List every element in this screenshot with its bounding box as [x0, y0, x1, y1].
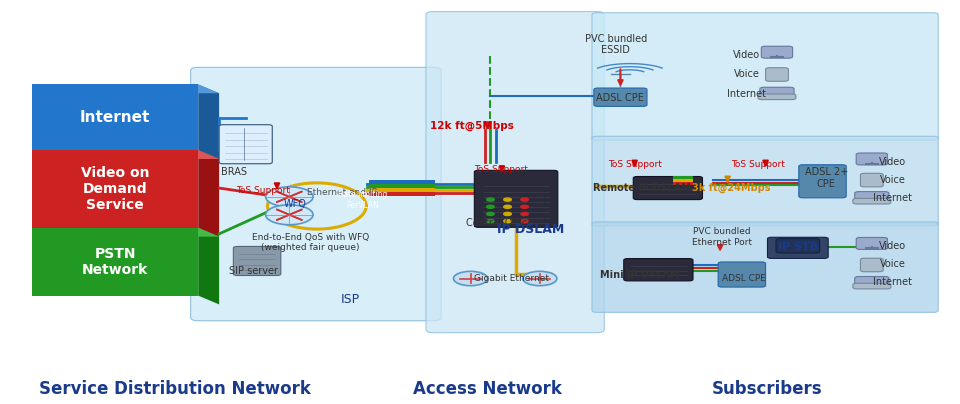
Text: Video: Video — [879, 241, 906, 251]
Text: BRAS: BRAS — [222, 167, 248, 177]
Text: Subscribers: Subscribers — [712, 380, 823, 398]
Circle shape — [266, 187, 313, 207]
Bar — [369, 180, 436, 184]
Text: Remote IP DSLAM: Remote IP DSLAM — [593, 183, 691, 193]
FancyBboxPatch shape — [191, 67, 442, 321]
Text: Mini IP DSLAM: Mini IP DSLAM — [600, 269, 679, 280]
Circle shape — [521, 198, 528, 201]
Text: ADSL 2+
CPE: ADSL 2+ CPE — [804, 167, 848, 189]
Bar — [673, 176, 693, 179]
Circle shape — [453, 271, 488, 286]
Text: Video: Video — [733, 50, 760, 59]
FancyBboxPatch shape — [856, 153, 887, 165]
Text: ADSL CPE: ADSL CPE — [722, 274, 766, 283]
Text: Voice: Voice — [879, 175, 905, 185]
Text: WFQ: WFQ — [283, 199, 306, 209]
Text: ToS Support: ToS Support — [474, 165, 528, 174]
Polygon shape — [33, 84, 199, 150]
Text: Central Office: Central Office — [467, 218, 534, 228]
FancyBboxPatch shape — [854, 276, 889, 287]
Circle shape — [266, 205, 313, 225]
FancyBboxPatch shape — [852, 198, 891, 204]
FancyBboxPatch shape — [761, 46, 793, 58]
FancyBboxPatch shape — [233, 246, 280, 276]
Circle shape — [521, 219, 528, 223]
Text: End-to-End QoS with WFQ
(weighted fair queue): End-to-End QoS with WFQ (weighted fair q… — [252, 233, 369, 252]
Text: Video on
Demand
Service: Video on Demand Service — [81, 166, 150, 212]
Text: ADSL CPE: ADSL CPE — [596, 93, 644, 103]
Text: ISP: ISP — [341, 293, 360, 306]
FancyBboxPatch shape — [856, 238, 887, 249]
Text: Internet: Internet — [874, 193, 912, 203]
Text: ToS Support: ToS Support — [236, 186, 290, 196]
Text: PVC bundled
ESSID: PVC bundled ESSID — [585, 34, 647, 55]
FancyBboxPatch shape — [799, 165, 846, 198]
Circle shape — [487, 213, 494, 216]
FancyBboxPatch shape — [592, 136, 938, 226]
FancyBboxPatch shape — [426, 12, 604, 332]
Text: Voice: Voice — [733, 69, 759, 80]
Polygon shape — [33, 150, 219, 159]
Text: ToS Support: ToS Support — [732, 160, 785, 168]
Circle shape — [487, 205, 494, 208]
Polygon shape — [33, 150, 199, 228]
Text: Internet: Internet — [80, 110, 151, 125]
Polygon shape — [33, 228, 199, 296]
FancyBboxPatch shape — [758, 94, 796, 100]
Text: 3k ft@24Mbps: 3k ft@24Mbps — [692, 183, 771, 193]
Text: PSTN
Network: PSTN Network — [83, 247, 149, 277]
Circle shape — [487, 198, 494, 201]
Text: ToS Support: ToS Support — [608, 160, 661, 168]
Text: Internet: Internet — [727, 89, 766, 99]
FancyBboxPatch shape — [760, 87, 794, 98]
Text: IP DSLAM: IP DSLAM — [496, 223, 564, 236]
Text: Gigabit Ethernet: Gigabit Ethernet — [474, 274, 549, 283]
Polygon shape — [33, 84, 219, 93]
Text: Access Network: Access Network — [413, 380, 562, 398]
FancyBboxPatch shape — [592, 13, 938, 140]
Polygon shape — [199, 150, 219, 237]
FancyBboxPatch shape — [624, 259, 693, 281]
Text: Voice: Voice — [879, 259, 905, 269]
Text: Video: Video — [879, 157, 906, 167]
Text: 12k ft@5Mbps: 12k ft@5Mbps — [429, 120, 514, 130]
FancyBboxPatch shape — [592, 222, 938, 312]
Text: IP STB: IP STB — [778, 242, 818, 252]
Text: Ethernet and IP: Ethernet and IP — [307, 187, 377, 196]
Text: Rate limiting
PerVLAN: Rate limiting PerVLAN — [338, 190, 387, 210]
FancyBboxPatch shape — [474, 170, 558, 227]
FancyBboxPatch shape — [219, 125, 273, 164]
FancyBboxPatch shape — [860, 258, 883, 272]
Text: PVC bundled
Ethernet Port: PVC bundled Ethernet Port — [692, 227, 752, 247]
Polygon shape — [33, 228, 219, 237]
FancyBboxPatch shape — [594, 88, 647, 106]
Bar — [673, 179, 693, 182]
FancyBboxPatch shape — [860, 173, 883, 187]
Text: Internet: Internet — [874, 278, 912, 288]
Polygon shape — [199, 228, 219, 304]
Bar — [673, 183, 693, 185]
FancyBboxPatch shape — [767, 237, 828, 259]
Circle shape — [487, 219, 494, 223]
FancyBboxPatch shape — [776, 239, 820, 253]
FancyBboxPatch shape — [854, 191, 889, 202]
Circle shape — [521, 205, 528, 208]
FancyBboxPatch shape — [634, 177, 703, 200]
Circle shape — [504, 205, 512, 208]
Circle shape — [521, 213, 528, 216]
FancyBboxPatch shape — [765, 68, 788, 81]
Bar — [369, 192, 436, 196]
Polygon shape — [199, 84, 219, 159]
Circle shape — [522, 271, 557, 286]
FancyBboxPatch shape — [718, 262, 765, 287]
Text: Service Distribution Network: Service Distribution Network — [38, 380, 310, 398]
Bar — [369, 184, 436, 188]
Circle shape — [504, 213, 512, 216]
Text: SIP server: SIP server — [228, 265, 277, 276]
Bar — [369, 188, 436, 192]
Circle shape — [504, 219, 512, 223]
FancyBboxPatch shape — [852, 283, 891, 289]
Circle shape — [504, 198, 512, 201]
